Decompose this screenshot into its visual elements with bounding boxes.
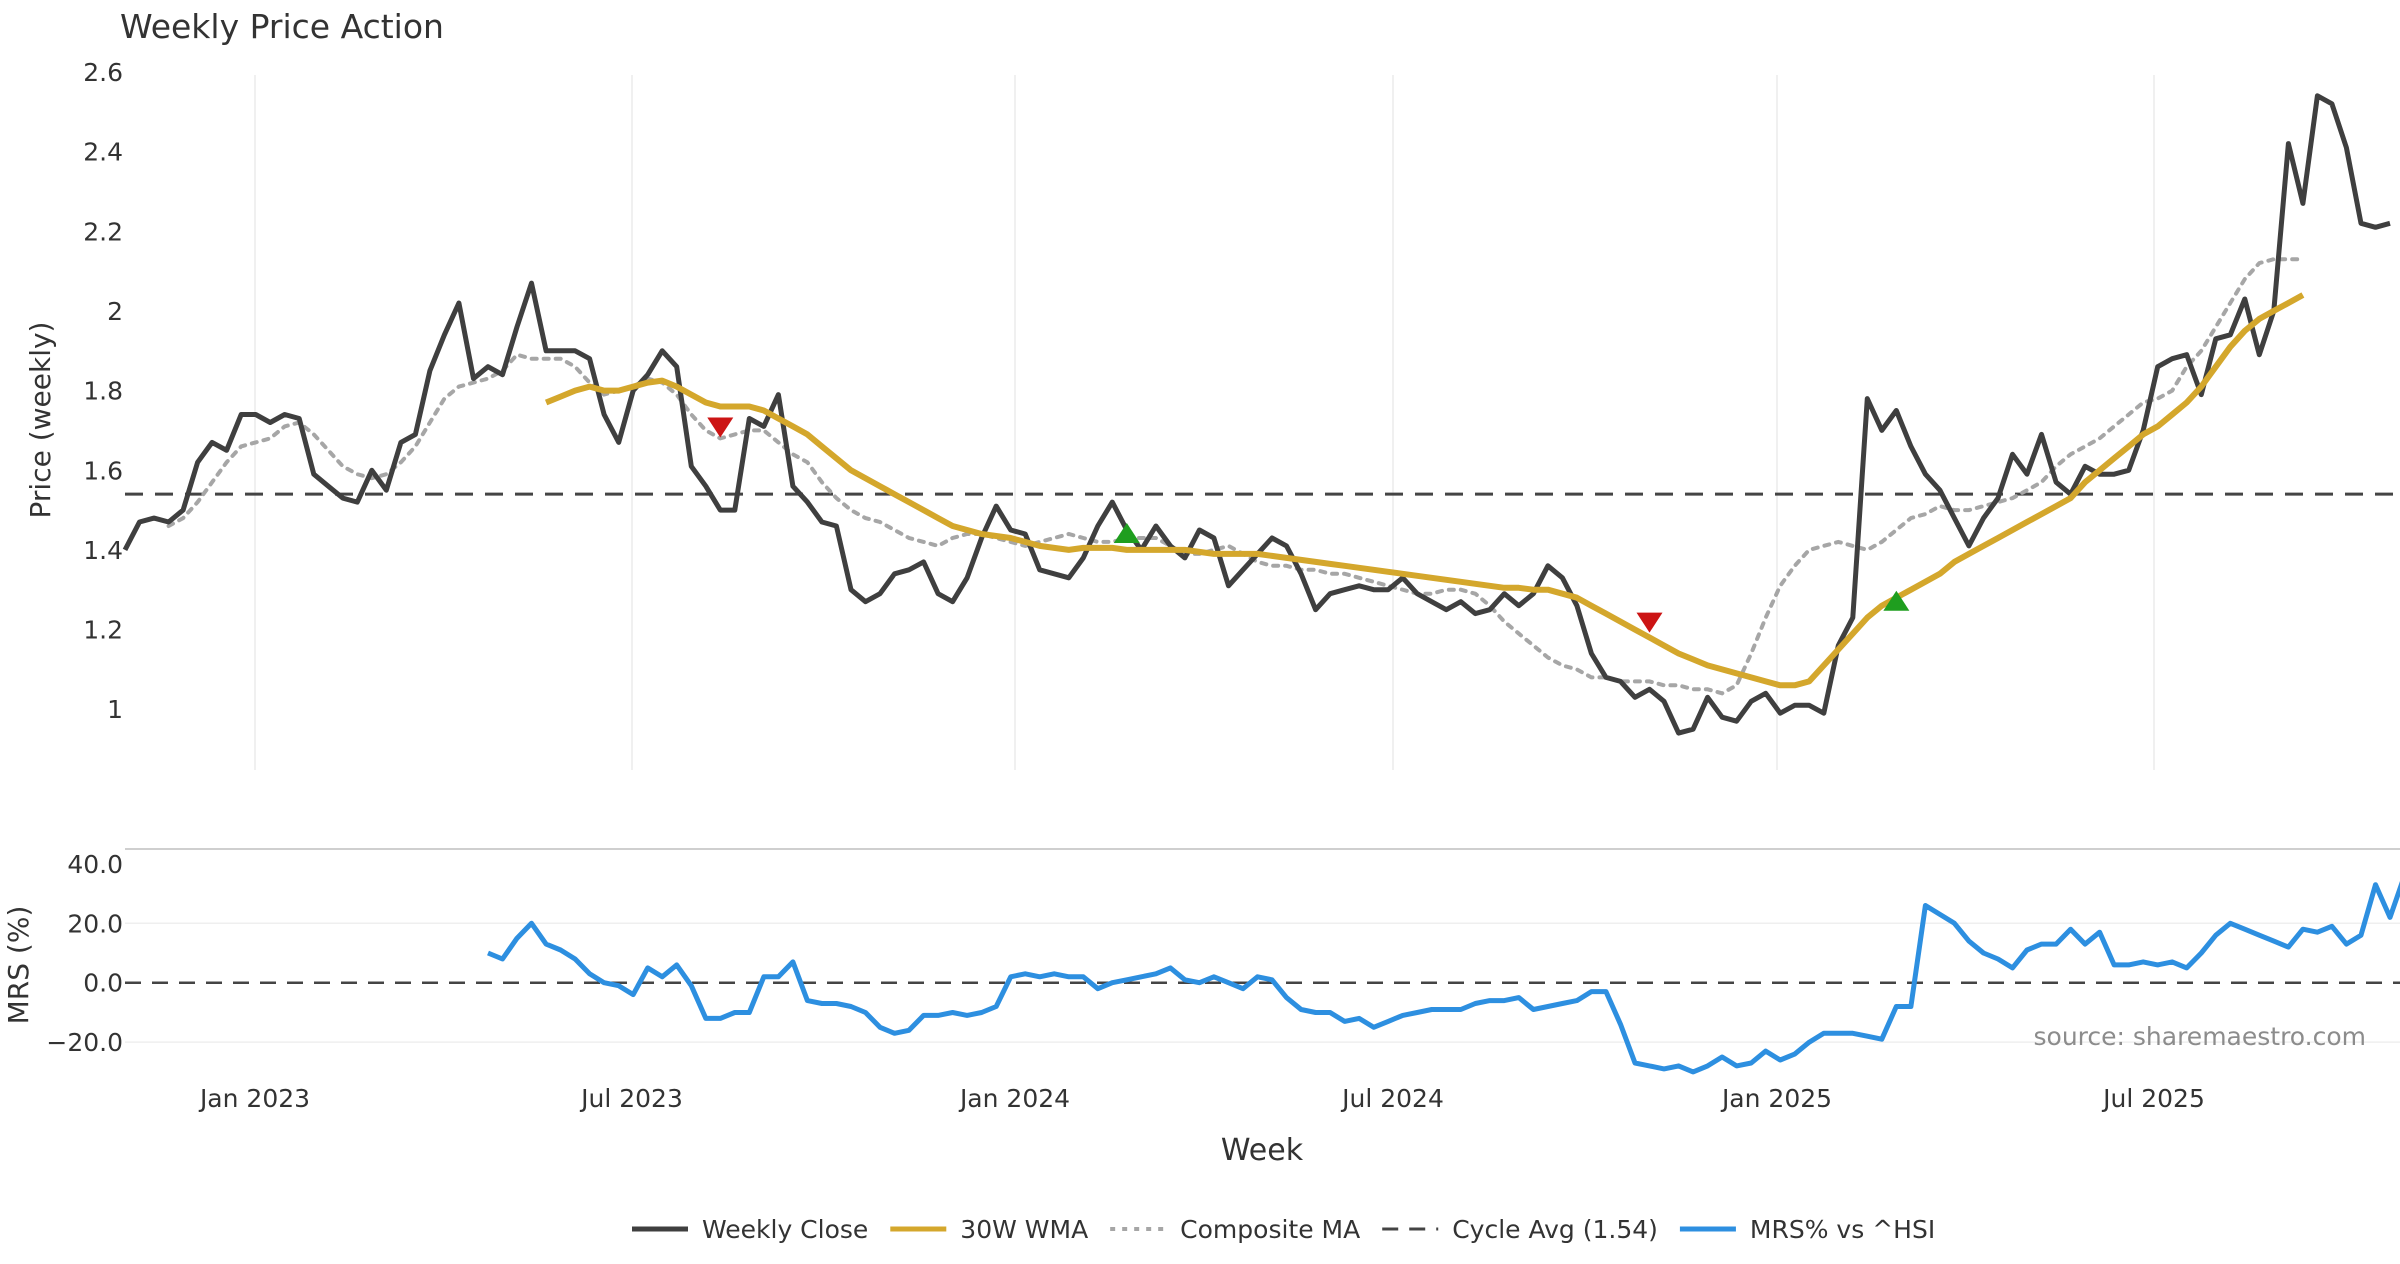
mrs-line (487, 881, 2400, 1075)
price-y-tick-label: 2 (107, 297, 123, 326)
price-y-axis-label: Price (weekly) (24, 322, 57, 519)
mrs-panel: 40.0 20.0 0.0 −20.0 MRS (%) source: sharema… (2, 848, 2400, 1075)
x-tick-labels: Jan 2023 Jul 2023 Jan 2024 Jul 2024 Jan 2025… (198, 1084, 2205, 1113)
x-tick-label: Jul 2025 (2101, 1084, 2205, 1113)
legend-item: Weekly Close (632, 1215, 868, 1244)
price-y-tick-label: 1.6 (83, 456, 123, 485)
legend-item: Composite MA (1110, 1215, 1360, 1244)
legend-item: Cycle Avg (1.54) (1382, 1215, 1658, 1244)
price-y-tick-label: 1.2 (83, 616, 123, 645)
price-y-tick-labels: 1 1.2 1.4 1.6 1.8 2 2.2 2.4 2.6 (83, 58, 123, 724)
source-note: source: sharemaestro.com (2034, 1022, 2367, 1051)
buy-signal-marker (1883, 590, 1910, 611)
x-tick-label: Jan 2023 (198, 1084, 310, 1113)
price-y-tick-label: 2.6 (83, 58, 123, 87)
price-panel: 1 1.2 1.4 1.6 1.8 2 2.2 2.4 2.6 Price (weekly) (24, 58, 2400, 770)
mrs-y-tick-labels: 40.0 20.0 0.0 −20.0 (46, 850, 2400, 1057)
x-tick-label: Jul 2024 (1340, 1084, 1444, 1113)
wma-30w-line (544, 292, 2305, 689)
legend-item: MRS% vs ^HSI (1679, 1215, 1935, 1244)
buy-signal-marker (1113, 522, 1140, 543)
legend: Weekly Close 30W WMA Composite MA Cycle Avg… (632, 1215, 1935, 1244)
price-y-tick-label: 1 (107, 695, 123, 724)
price-y-tick-label: 2.2 (83, 217, 123, 246)
legend-label: MRS% vs ^HSI (1750, 1215, 1935, 1244)
signal-markers (707, 417, 1910, 633)
legend-label: Composite MA (1180, 1215, 1360, 1244)
price-y-tick-label: 1.8 (83, 377, 123, 406)
legend-label: 30W WMA (960, 1215, 1088, 1244)
x-tick-label: Jul 2023 (579, 1084, 683, 1113)
x-tick-label: Jan 2025 (1720, 1084, 1832, 1113)
mrs-y-axis-label: MRS (%) (2, 906, 35, 1025)
sell-signal-marker (1636, 612, 1663, 633)
legend-label: Weekly Close (702, 1215, 868, 1244)
price-y-tick-label: 2.4 (83, 138, 123, 167)
price-y-tick-label: 1.4 (83, 536, 123, 565)
chart-title: Weekly Price Action (120, 7, 444, 46)
x-axis-label: Week (1221, 1133, 1304, 1168)
price-vertical-gridlines (254, 75, 2155, 770)
mrs-y-tick-label: 0.0 (83, 969, 123, 998)
mrs-y-tick-label: 20.0 (67, 909, 123, 938)
sell-signal-marker (707, 417, 734, 438)
x-tick-label: Jan 2024 (958, 1084, 1070, 1113)
mrs-y-tick-label: 40.0 (67, 850, 123, 879)
legend-item: 30W WMA (890, 1215, 1088, 1244)
legend-label: Cycle Avg (1.54) (1452, 1215, 1658, 1244)
mrs-y-tick-label: −20.0 (46, 1028, 123, 1057)
